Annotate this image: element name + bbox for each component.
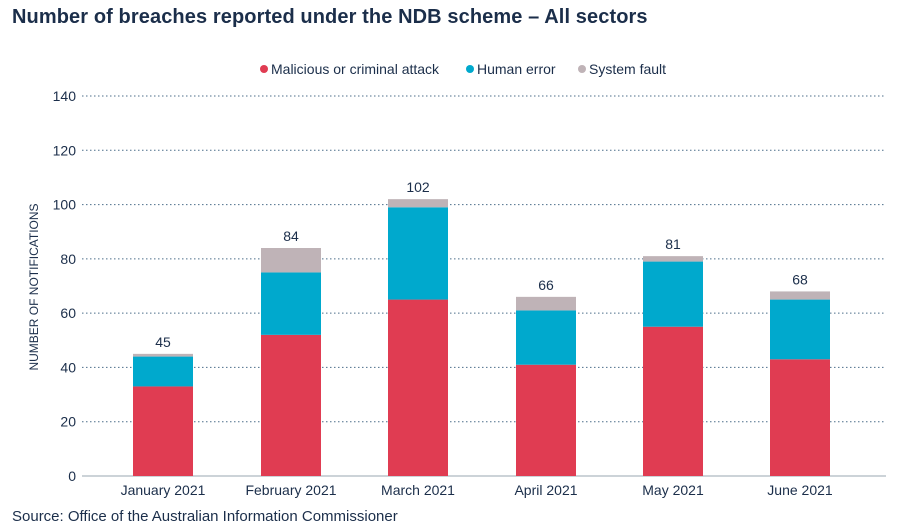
x-tick-label: May 2021 bbox=[642, 482, 704, 498]
bar-human-error-january-2021 bbox=[133, 356, 193, 387]
chart-title: Number of breaches reported under the ND… bbox=[12, 6, 648, 28]
bar-human-error-april-2021 bbox=[516, 310, 576, 365]
gridlines bbox=[82, 95, 886, 477]
x-tick-label: March 2021 bbox=[381, 482, 455, 498]
bar-malicious-or-criminal-attack-march-2021 bbox=[388, 299, 448, 476]
bar-malicious-or-criminal-attack-january-2021 bbox=[133, 386, 193, 476]
bar-system-fault-february-2021 bbox=[261, 248, 321, 273]
y-tick-label: 0 bbox=[68, 468, 76, 484]
total-label: 102 bbox=[406, 179, 430, 195]
y-axis-label: NUMBER OF NOTIFICATIONS bbox=[27, 203, 41, 370]
total-label: 81 bbox=[665, 236, 681, 252]
total-labels: 45 84 102 66 81 68 bbox=[155, 179, 808, 350]
x-axis-ticks: January 2021 February 2021 March 2021 April… bbox=[121, 482, 833, 498]
bar-human-error-june-2021 bbox=[770, 299, 830, 360]
source-note: Source: Office of the Australian Informa… bbox=[12, 508, 398, 525]
bar-malicious-or-criminal-attack-february-2021 bbox=[261, 334, 321, 476]
x-tick-label: April 2021 bbox=[514, 482, 577, 498]
y-tick-label: 60 bbox=[60, 305, 76, 321]
bar-system-fault-april-2021 bbox=[516, 296, 576, 311]
y-tick-label: 80 bbox=[60, 251, 76, 267]
legend-label-malicious-or-criminal-attack: Malicious or criminal attack bbox=[271, 61, 440, 77]
legend: Malicious or criminal attack Human error S… bbox=[260, 61, 666, 77]
bar-system-fault-january-2021 bbox=[133, 353, 193, 357]
y-tick-label: 100 bbox=[53, 197, 77, 213]
y-tick-label: 140 bbox=[53, 88, 77, 104]
bar-human-error-may-2021 bbox=[643, 261, 703, 327]
bar-system-fault-march-2021 bbox=[388, 199, 448, 208]
y-tick-label: 40 bbox=[60, 359, 76, 375]
x-tick-label: January 2021 bbox=[121, 482, 206, 498]
y-axis-ticks: 0 20 40 60 80 100 120 140 bbox=[53, 88, 77, 484]
legend-marker-system-fault bbox=[578, 65, 586, 73]
total-label: 66 bbox=[538, 277, 554, 293]
x-tick-label: June 2021 bbox=[767, 482, 833, 498]
bar-human-error-february-2021 bbox=[261, 272, 321, 335]
bar-system-fault-may-2021 bbox=[643, 256, 703, 262]
bars bbox=[133, 199, 830, 476]
y-tick-label: 120 bbox=[53, 142, 77, 158]
bar-system-fault-june-2021 bbox=[770, 291, 830, 300]
bar-malicious-or-criminal-attack-may-2021 bbox=[643, 326, 703, 476]
legend-marker-human-error bbox=[466, 65, 474, 73]
y-tick-label: 20 bbox=[60, 414, 76, 430]
total-label: 84 bbox=[283, 228, 299, 244]
total-label: 68 bbox=[792, 271, 808, 287]
bar-malicious-or-criminal-attack-june-2021 bbox=[770, 359, 830, 476]
x-tick-label: February 2021 bbox=[245, 482, 336, 498]
total-label: 45 bbox=[155, 334, 171, 350]
bar-human-error-march-2021 bbox=[388, 207, 448, 300]
legend-label-system-fault: System fault bbox=[589, 61, 666, 77]
legend-marker-malicious-or-criminal-attack bbox=[260, 65, 268, 73]
legend-label-human-error: Human error bbox=[477, 61, 556, 77]
bar-malicious-or-criminal-attack-april-2021 bbox=[516, 364, 576, 476]
